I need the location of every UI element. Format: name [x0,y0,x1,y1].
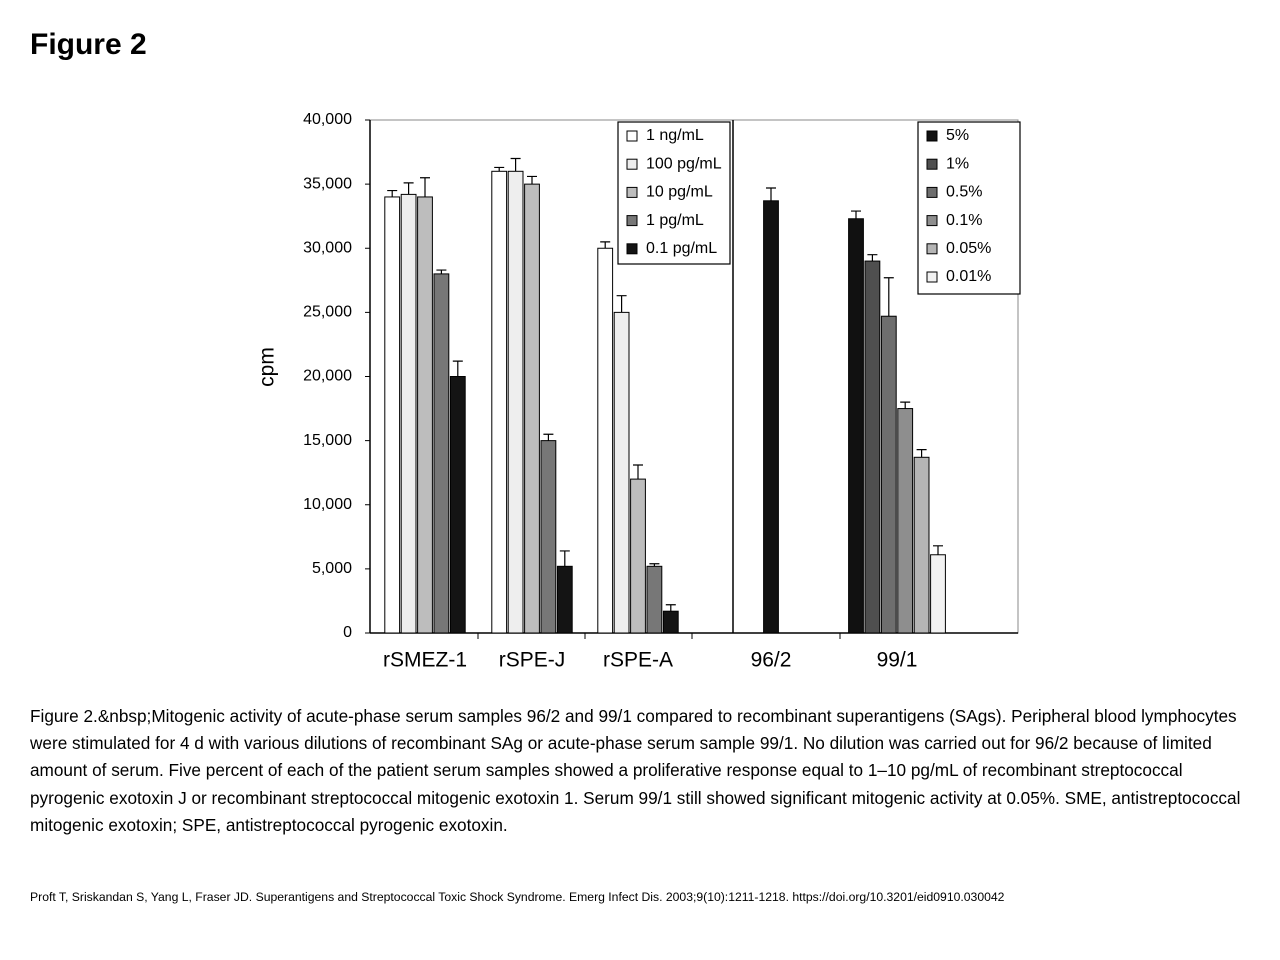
error-bar [559,550,570,567]
y-tick-label: 35,000 [303,175,352,192]
legend-swatch [926,158,938,170]
error-bar [665,604,676,612]
error-bar [420,177,430,197]
error-bar [403,182,414,195]
error-bar [387,189,398,197]
y-tick-label: 30,000 [303,239,352,256]
y-tick-label: 25,000 [303,304,352,321]
legend-label: 0.1% [946,212,982,229]
bar [646,565,663,634]
legend-label: 1 ng/mL [646,127,704,144]
legend-label: 0.5% [946,184,982,201]
bar [630,478,646,634]
legend-swatch [926,215,938,227]
x-tick-label: rSPE-J [499,649,566,672]
bar [597,247,614,634]
bar [417,196,433,634]
error-bar [436,269,447,274]
legend-label: 0.01% [946,268,991,285]
error-bar [916,449,927,458]
bar [662,610,679,634]
error-bar [867,254,878,262]
bar [449,376,466,634]
error-bar [600,241,611,249]
x-tick-label: 96/2 [751,649,792,672]
y-tick-label: 20,000 [303,368,352,385]
slide-title: Figure 2 [30,28,147,61]
bar [384,196,401,634]
bar [848,218,864,634]
error-bar [883,277,894,317]
legend-label: 1 pg/mL [646,212,704,229]
y-tick-label: 0 [343,624,352,641]
legend-swatch [626,158,638,170]
legend-box [917,121,1021,295]
legend-swatch [626,186,638,198]
legend-swatch [926,243,938,255]
error-bar [494,166,505,172]
x-tick-label: 99/1 [877,649,918,672]
bar [540,440,557,634]
legend-swatch [926,186,938,198]
bar [613,311,630,634]
error-bar [649,563,660,567]
y-tick-label: 5,000 [312,560,352,577]
legend-swatch [626,130,638,142]
error-bar [543,433,554,441]
bar [507,170,524,634]
y-axis-label: cpm [256,347,279,387]
x-tick-label: rSMEZ-1 [383,649,467,672]
citation: Proft T, Sriskandan S, Yang L, Fraser JD… [30,890,1005,904]
legend-swatch [626,215,638,227]
bar [897,408,914,634]
legend-swatch [926,271,938,283]
bar [556,565,573,634]
bar [913,456,930,634]
error-bar [616,295,627,313]
error-bar [510,157,521,172]
y-tick-label: 10,000 [303,496,352,513]
legend-label: 10 pg/mL [646,184,713,201]
figure-caption: Figure 2.&nbsp;Mitogenic activity of acu… [30,706,1241,835]
error-bar [900,401,911,409]
error-bar [633,464,643,480]
bar [880,315,897,634]
x-tick-label: rSPE-A [603,649,673,672]
bar [491,170,508,634]
bar [400,193,417,634]
legend-label: 1% [946,155,969,172]
chart: cpm 0 5,000 10,000 15,000 20,000 25,000 30,000… [256,111,1021,672]
bar [864,260,881,634]
legend-label: 0.1 pg/mL [646,240,717,257]
legend-label: 0.05% [946,240,991,257]
bar [524,183,540,634]
legend-label: 5% [946,127,969,144]
legend-label: 100 pg/mL [646,155,722,172]
error-bar [527,175,537,185]
bar [433,273,450,634]
y-tick-label: 40,000 [303,111,352,128]
bar [763,200,779,634]
error-bar [452,360,463,377]
bar [930,554,946,634]
error-bar [766,187,776,201]
error-bar [933,545,943,555]
legend-swatch [926,130,938,142]
y-tick-label: 15,000 [303,432,352,449]
legend-swatch [626,243,638,255]
error-bar [851,210,861,219]
